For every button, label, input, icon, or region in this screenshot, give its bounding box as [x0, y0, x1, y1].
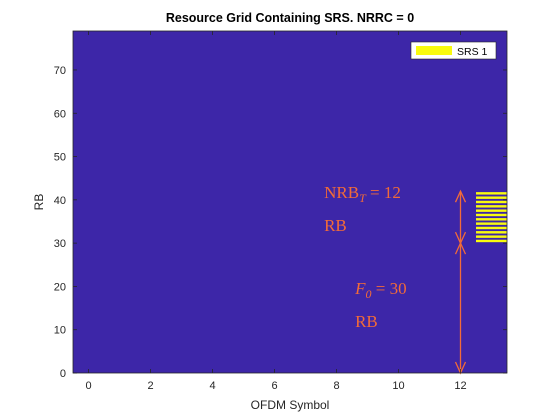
y-tick-label: 70 — [54, 65, 66, 77]
y-tick-label: 40 — [54, 195, 66, 207]
f0-arrow-head-top — [454, 241, 467, 255]
y-tick-label: 0 — [60, 368, 66, 380]
srs-rb-stripe — [476, 200, 507, 204]
nrb-arrow-head-top — [454, 189, 467, 203]
srs-rb-stripe — [476, 226, 507, 230]
f0-annotation: F0 = 30 — [354, 279, 406, 301]
y-tick-label: 60 — [54, 108, 66, 120]
legend-label: SRS 1 — [457, 46, 488, 58]
x-axis: 0 2 4 6 8 10 12 — [85, 31, 467, 392]
y-tick-label: 30 — [54, 238, 66, 250]
srs-rb-stripe — [476, 192, 507, 195]
srs-rb-stripe — [476, 239, 507, 243]
x-tick-label: 0 — [85, 380, 91, 392]
srs-rb-stripe — [476, 209, 507, 212]
chart-title: Resource Grid Containing SRS. NRRC = 0 — [166, 11, 414, 25]
x-axis-label: OFDM Symbol — [251, 398, 330, 412]
axes-box — [72, 30, 508, 374]
x-tick-label: 4 — [209, 380, 215, 392]
x-tick-label: 2 — [147, 380, 153, 392]
y-axis: 0 10 20 30 40 50 60 70 — [54, 65, 507, 380]
srs-rb-stripe — [476, 218, 507, 221]
nrb-annotation-unit: RB — [324, 216, 347, 235]
annotations: NRBT = 12 RB F0 = 30 RB — [324, 183, 406, 331]
x-tick-label: 8 — [333, 380, 339, 392]
x-tick-label: 12 — [454, 380, 466, 392]
srs-rb-stripe — [476, 213, 507, 217]
y-tick-label: 10 — [54, 325, 66, 337]
legend: SRS 1 — [410, 41, 497, 60]
srs-block — [476, 192, 507, 243]
plot-area — [73, 31, 507, 373]
srs-rb-stripe — [476, 205, 507, 208]
f0-annotation-unit: RB — [355, 312, 378, 331]
srs-rb-stripe — [476, 222, 507, 225]
x-tick-label: 10 — [392, 380, 404, 392]
srs-rb-stripe — [476, 235, 507, 238]
legend-swatch — [416, 46, 452, 55]
srs-rb-stripe — [476, 196, 507, 199]
annotation-arrows — [454, 189, 467, 375]
y-tick-label: 20 — [54, 281, 66, 293]
srs-rb-stripe — [476, 231, 507, 234]
y-axis-label: RB — [32, 194, 46, 211]
x-tick-label: 6 — [271, 380, 277, 392]
y-tick-label: 50 — [54, 152, 66, 164]
nrb-annotation: NRBT = 12 — [324, 183, 401, 205]
